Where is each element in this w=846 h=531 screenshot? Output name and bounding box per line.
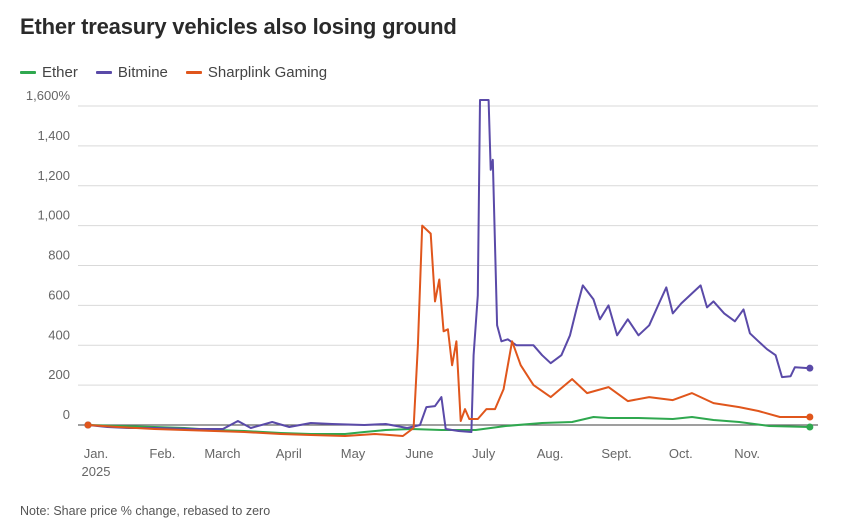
chart-title: Ether treasury vehicles also losing grou…: [20, 14, 457, 39]
y-tick-label: 400: [48, 327, 70, 342]
axis-layer: 1,600% 1,400 1,200 1,000 800 600 400 200 0 Jan. 20…: [26, 88, 760, 479]
x-tick-label: March: [204, 446, 240, 461]
y-tick-label: 0: [63, 407, 70, 422]
legend-swatch-sharplink: [185, 71, 202, 74]
legend-item-ether: Ether: [20, 64, 78, 81]
x-tick-label: Aug.: [537, 446, 564, 461]
grid-layer: [78, 105, 818, 426]
y-tick-label: 1,400: [37, 128, 70, 143]
x-tick-label: Feb.: [149, 446, 175, 461]
legend-label-ether: Ether: [42, 64, 78, 81]
series-line-bitmine: [87, 99, 811, 433]
y-tick-label: 1,200: [37, 168, 70, 183]
x-tick-label: Oct.: [669, 446, 693, 461]
x-tick-label: July: [472, 446, 496, 461]
series-end-marker-sharplink: [806, 413, 814, 421]
y-tick-label: 200: [48, 367, 70, 382]
y-tick-label: 1,000: [37, 208, 70, 223]
x-tick-label: Sept.: [601, 446, 631, 461]
x-tick-label: June: [405, 446, 433, 461]
y-tick-label: 600: [48, 287, 70, 302]
legend-swatch-bitmine: [95, 71, 112, 74]
series-line-sharplink: [87, 224, 811, 437]
legend-swatch-ether: [20, 71, 36, 74]
x-tick-label: Jan.: [84, 446, 109, 461]
series-start-marker-sharplink: [84, 421, 92, 429]
y-tick-label: 1,600%: [26, 88, 71, 103]
chart-note: Note: Share price % change, rebased to z…: [20, 504, 271, 518]
series-end-marker-bitmine: [806, 364, 814, 372]
legend-label-bitmine: Bitmine: [117, 64, 168, 81]
series-end-marker-ether: [806, 423, 814, 431]
legend-item-sharplink: Sharplink Gaming: [185, 64, 328, 81]
x-tick-label: April: [276, 446, 302, 461]
legend-label-sharplink: Sharplink Gaming: [207, 64, 328, 81]
x-tick-label: Nov.: [734, 446, 760, 461]
series-layer: [84, 99, 814, 437]
y-tick-label: 800: [48, 248, 70, 263]
x-tick-label: May: [341, 446, 366, 461]
x-tick-sublabel: 2025: [82, 464, 111, 479]
chart-legend: Ether Bitmine Sharplink Gaming: [20, 64, 327, 81]
legend-item-bitmine: Bitmine: [95, 64, 168, 81]
